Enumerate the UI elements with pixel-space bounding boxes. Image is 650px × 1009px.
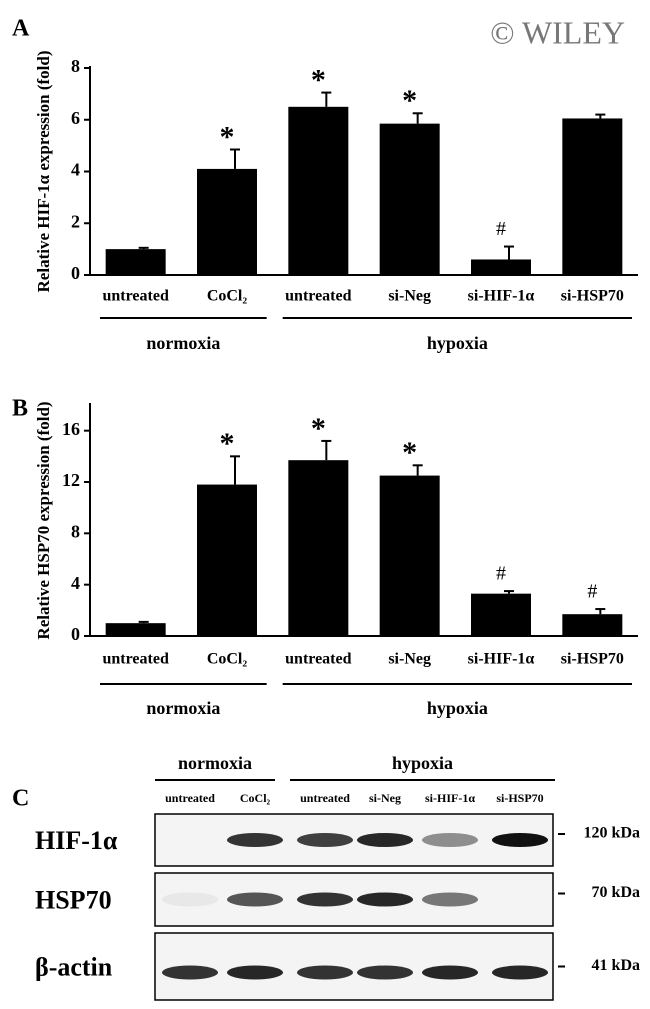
group-label: normoxia (146, 333, 220, 353)
lane-label: untreated (165, 791, 215, 805)
bar (471, 259, 531, 275)
bar (288, 106, 349, 275)
x-tick-label: si-HSP70 (561, 288, 624, 305)
y-tick-label: 16 (62, 419, 80, 439)
y-axis-label: Relative HIF-1α expression (fold) (34, 51, 53, 293)
group-label: normoxia (146, 698, 220, 718)
size-label: 120 kDa (584, 825, 640, 842)
bar (379, 123, 440, 275)
y-tick-label: 8 (71, 521, 80, 541)
x-tick-label: si-Neg (388, 288, 431, 305)
group-label: hypoxia (427, 698, 488, 718)
bar (379, 475, 440, 636)
lane-label: si-HSP70 (496, 791, 543, 805)
row-label: β-actin (35, 952, 113, 981)
bar (562, 614, 623, 636)
bar (105, 623, 166, 636)
watermark: © WILEY (490, 14, 625, 50)
band (492, 965, 548, 980)
band (227, 892, 283, 907)
x-tick-label: CoCl₂ (207, 288, 248, 305)
band (227, 833, 283, 847)
lane-label: si-Neg (369, 791, 401, 805)
band (357, 965, 413, 980)
significance-mark: # (587, 581, 597, 603)
band (297, 965, 353, 980)
x-tick-label: si-Neg (388, 651, 431, 668)
significance-mark: * (402, 436, 417, 469)
band (357, 833, 413, 847)
panel-label: A (12, 16, 30, 42)
significance-mark: * (220, 120, 235, 153)
blot-group-label: hypoxia (392, 753, 453, 773)
y-tick-label: 0 (71, 624, 80, 644)
bar (197, 168, 257, 275)
lane-label: si-HIF-1α (425, 791, 475, 805)
x-tick-label: untreated (102, 651, 168, 668)
x-tick-label: untreated (285, 651, 351, 668)
band (422, 892, 478, 907)
y-axis-label: Relative HSP70 expression (fold) (34, 401, 53, 639)
lane-label: CoCl₂ (240, 791, 271, 805)
x-tick-label: CoCl₂ (207, 651, 248, 668)
x-tick-label: si-HIF-1α (468, 651, 535, 668)
significance-mark: # (496, 563, 506, 585)
y-tick-label: 8 (71, 56, 80, 76)
y-tick-label: 4 (71, 160, 80, 180)
x-tick-label: si-HSP70 (561, 651, 624, 668)
x-tick-label: si-HIF-1α (468, 288, 535, 305)
blot-box (154, 872, 554, 927)
bar (471, 593, 531, 636)
lane-label: untreated (300, 791, 350, 805)
blot-group-label: normoxia (178, 753, 252, 773)
panel-label: B (12, 396, 28, 422)
y-tick-label: 2 (71, 211, 80, 231)
band (357, 892, 413, 907)
group-label: hypoxia (427, 333, 488, 353)
bar (105, 249, 166, 275)
bar (197, 484, 257, 636)
blot-box (154, 932, 554, 1001)
x-tick-label: untreated (102, 288, 168, 305)
blot-box (154, 813, 554, 867)
y-tick-label: 4 (71, 573, 80, 593)
band (297, 833, 353, 847)
band (162, 892, 218, 907)
significance-mark: * (220, 427, 235, 460)
band (422, 833, 478, 847)
size-label: 41 kDa (592, 957, 640, 974)
band (297, 892, 353, 907)
y-tick-label: 6 (71, 108, 80, 128)
band (162, 965, 218, 980)
significance-mark: * (402, 84, 417, 117)
bar (288, 460, 349, 636)
bar (562, 118, 623, 275)
band (422, 965, 478, 980)
significance-mark: * (311, 412, 326, 445)
band (227, 965, 283, 980)
band (492, 833, 548, 847)
y-tick-label: 0 (71, 263, 80, 283)
size-label: 70 kDa (592, 884, 640, 901)
row-label: HSP70 (35, 885, 112, 914)
row-label: HIF-1α (35, 826, 118, 855)
x-tick-label: untreated (285, 288, 351, 305)
y-tick-label: 12 (62, 470, 80, 490)
significance-mark: * (311, 63, 326, 96)
significance-mark: # (496, 218, 506, 240)
panel-label: C (12, 786, 29, 812)
